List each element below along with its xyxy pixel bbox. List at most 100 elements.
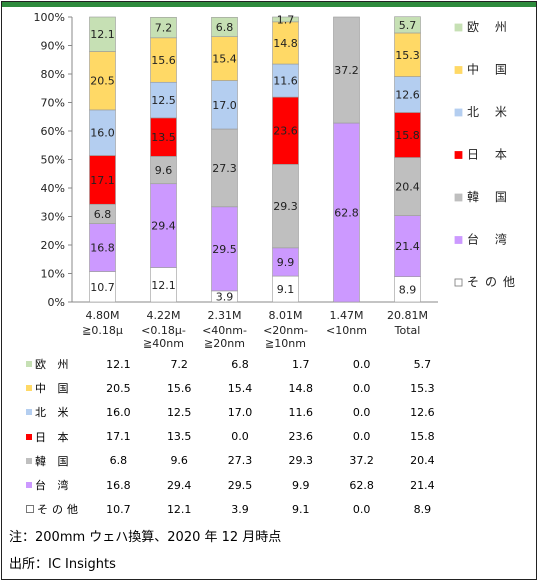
- row-label: 日 本: [26, 425, 88, 449]
- category-node-label: ≧40nm: [143, 337, 184, 350]
- y-tick-label: 90%: [41, 40, 65, 53]
- bar-segment: [211, 206, 238, 292]
- bar-segment: [150, 37, 177, 83]
- table-cell: 12.1: [166, 502, 192, 516]
- row-color-marker: [26, 385, 32, 392]
- y-tick-label: 70%: [41, 97, 65, 110]
- table-row: 中 国 20.5 15.6 15.4 14.8 0.0 15.3: [26, 376, 453, 400]
- data-label: 9.9: [277, 256, 295, 269]
- source-note: 出所：IC Insights: [9, 557, 116, 572]
- category-total-label: 20.81M: [387, 309, 428, 322]
- table-cell: 0.0: [352, 381, 371, 395]
- table-cell: 12.1: [106, 357, 131, 371]
- bar-segment: [272, 96, 299, 165]
- table-cell: 37.2: [349, 454, 374, 468]
- stacked-bar-chart: 0% 10% 20% 30% 40% 50% 60% 70% 80% 90% 100% 10.7 16.…: [34, 11, 521, 350]
- table-cell: 9.1: [292, 502, 310, 516]
- row-color-marker: [26, 505, 34, 514]
- bar-segment: [211, 80, 238, 130]
- row-color-marker: [26, 482, 32, 489]
- table-cell: 23.6: [288, 430, 314, 444]
- bar-segment: [211, 36, 238, 81]
- row-label: 中 国: [26, 376, 88, 400]
- row-label: 韓 国: [26, 449, 88, 473]
- bar-segment: [272, 63, 299, 98]
- category-node-label: ≧20nm: [204, 337, 245, 350]
- data-label: 12.5: [151, 94, 176, 107]
- bar-segment: [150, 117, 177, 157]
- data-label: 13.5: [151, 131, 176, 144]
- header-accent-bar: [2, 2, 536, 7]
- table-cell: 17.0: [227, 405, 253, 419]
- data-label: 8.9: [399, 283, 417, 296]
- bar-segment: [394, 16, 421, 34]
- data-label: 17.1: [90, 174, 115, 187]
- bar-segment: [89, 155, 116, 205]
- table-row: 日 本 17.1 13.5 0.0 23.6 0.0 15.8: [26, 425, 453, 449]
- row-name: その他: [37, 503, 82, 517]
- row-label: 北 米: [26, 400, 88, 424]
- category-node-label: Total: [394, 324, 421, 337]
- table-cell: 14.8: [288, 381, 314, 395]
- category-node-label: <10nm: [326, 324, 367, 337]
- legend-label: 北 米: [467, 105, 513, 119]
- table-cell: 8.9: [413, 502, 432, 516]
- table-cell: 29.5: [227, 478, 253, 492]
- category-node-label: ≧10nm: [265, 337, 306, 350]
- table-cell: 5.7: [413, 357, 432, 371]
- table-cell: 17.1: [106, 430, 131, 444]
- data-label: 5.7: [399, 19, 417, 32]
- data-label: 15.3: [395, 49, 420, 62]
- bar-segment: [150, 16, 177, 39]
- row-color-marker: [26, 457, 32, 464]
- data-label: 20.4: [395, 181, 420, 194]
- data-label: 14.8: [273, 37, 298, 50]
- bar-segment: [272, 247, 299, 277]
- table-cell: 9.9: [292, 478, 310, 492]
- data-label: 12.1: [151, 279, 176, 292]
- category-node-label: <0.18μ-: [141, 324, 186, 337]
- table-row: その他 10.7 12.1 3.9 9.1 0.0 8.9: [26, 497, 453, 521]
- table-cell: 0.0: [231, 430, 249, 444]
- table-cell: 29.3: [288, 454, 314, 468]
- data-label: 20.5: [90, 75, 115, 88]
- table-cell: 0.0: [352, 405, 371, 419]
- table-cell: 0.0: [352, 430, 371, 444]
- table-cell: 9.6: [170, 454, 188, 468]
- row-color-marker: [26, 361, 32, 368]
- legend-marker: [454, 151, 463, 159]
- bar-segment: [89, 51, 116, 111]
- table-cell: 7.2: [170, 357, 188, 371]
- data-label: 17.0: [212, 99, 237, 112]
- table-row: 台 湾 16.8 29.4 29.5 9.9 62.8 21.4: [26, 473, 453, 497]
- data-label: 16.8: [90, 242, 115, 255]
- row-name: 北 米: [35, 406, 73, 420]
- legend-label: 韓 国: [467, 190, 513, 204]
- data-label: 11.6: [273, 75, 298, 88]
- data-label: 37.2: [334, 64, 359, 77]
- bar-segment: [89, 109, 116, 156]
- data-table: 欧 州 12.1 7.2 6.8 1.7 0.0 5.7 中 国 20.5 15.6 15.4 14.…: [26, 352, 453, 521]
- bar-segment: [150, 183, 177, 268]
- y-tick-label: 50%: [41, 154, 65, 167]
- footnote: 注：200mm ウェハ換算、2020 年 12 月時点: [9, 530, 282, 545]
- row-label: 欧 州: [26, 352, 88, 376]
- data-label: 29.4: [151, 220, 176, 233]
- y-tick-label: 20%: [41, 239, 65, 252]
- table-cell: 15.3: [410, 381, 435, 395]
- bar-segment: [211, 128, 238, 208]
- legend-label: その他: [467, 275, 521, 289]
- data-label: 27.3: [212, 162, 237, 175]
- data-label: 23.6: [273, 125, 298, 138]
- data-label: 3.9: [216, 290, 234, 303]
- table-cell: 16.8: [106, 478, 131, 492]
- legend-marker: [454, 23, 463, 32]
- category-total-label: 2.31M: [208, 309, 242, 322]
- table-row: 北 米 16.0 12.5 17.0 11.6 0.0 12.6: [26, 400, 453, 424]
- category-total-label: 4.22M: [147, 309, 181, 322]
- table-cell: 15.6: [166, 381, 192, 395]
- table-cell: 20.5: [106, 381, 131, 395]
- legend-label: 欧 州: [467, 20, 513, 34]
- table-cell: 6.8: [109, 454, 128, 468]
- row-color-marker: [26, 409, 32, 416]
